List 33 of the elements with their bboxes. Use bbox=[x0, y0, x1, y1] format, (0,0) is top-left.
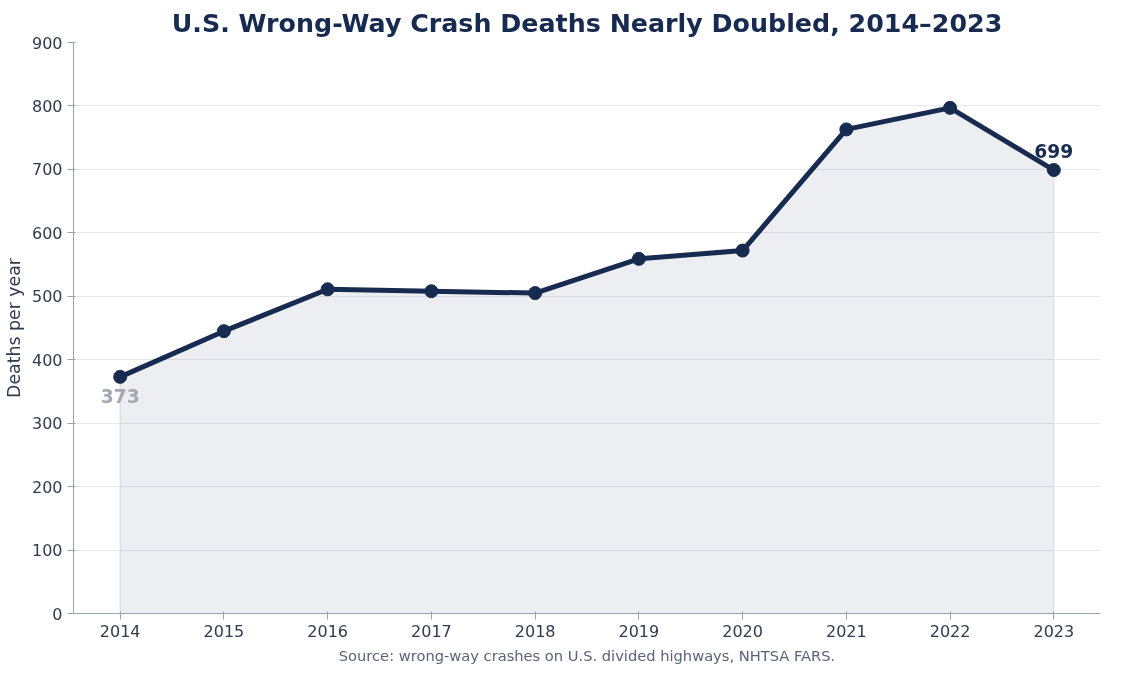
y-tick-label: 800 bbox=[31, 96, 63, 116]
y-tick-label: 700 bbox=[31, 160, 63, 180]
x-tick-label: 2014 bbox=[99, 621, 141, 641]
x-tick-label: 2019 bbox=[618, 621, 660, 641]
point bbox=[735, 243, 750, 258]
point bbox=[943, 100, 958, 115]
point bbox=[631, 251, 646, 266]
point bbox=[1046, 163, 1061, 178]
chart-title: U.S. Wrong-Way Crash Deaths Nearly Doubled, 2014–2023 bbox=[171, 7, 1003, 38]
x-tick-label: 2015 bbox=[203, 621, 245, 641]
point bbox=[113, 369, 128, 384]
y-tick-label: 100 bbox=[31, 541, 63, 561]
x-tick-label: 2023 bbox=[1033, 621, 1075, 641]
annotation: 699 bbox=[1034, 141, 1074, 163]
x-tick-label: 2016 bbox=[307, 621, 349, 641]
y-tick-label: 600 bbox=[31, 223, 63, 243]
y-tick-label: 300 bbox=[31, 414, 63, 434]
x-tick-label: 2017 bbox=[411, 621, 452, 641]
y-tick-label: 400 bbox=[31, 350, 63, 370]
annotation: 373 bbox=[100, 385, 140, 407]
x-tick-label: 2018 bbox=[514, 621, 556, 641]
source-note: Source: wrong-way crashes on U.S. divided highways, NHTSA FARS. bbox=[338, 646, 836, 664]
y-tick-label: 0 bbox=[52, 604, 63, 624]
x-tick-label: 2021 bbox=[825, 621, 867, 641]
point bbox=[216, 324, 231, 339]
x-tick-label: 2022 bbox=[929, 621, 971, 641]
y-tick-label: 200 bbox=[31, 477, 63, 497]
y-axis-title: Deaths per year bbox=[3, 257, 24, 398]
point bbox=[839, 122, 854, 137]
y-tick-label: 500 bbox=[31, 287, 63, 307]
y-tick-label: 900 bbox=[31, 33, 63, 53]
point bbox=[528, 286, 543, 301]
x-tick-label: 2020 bbox=[722, 621, 763, 641]
